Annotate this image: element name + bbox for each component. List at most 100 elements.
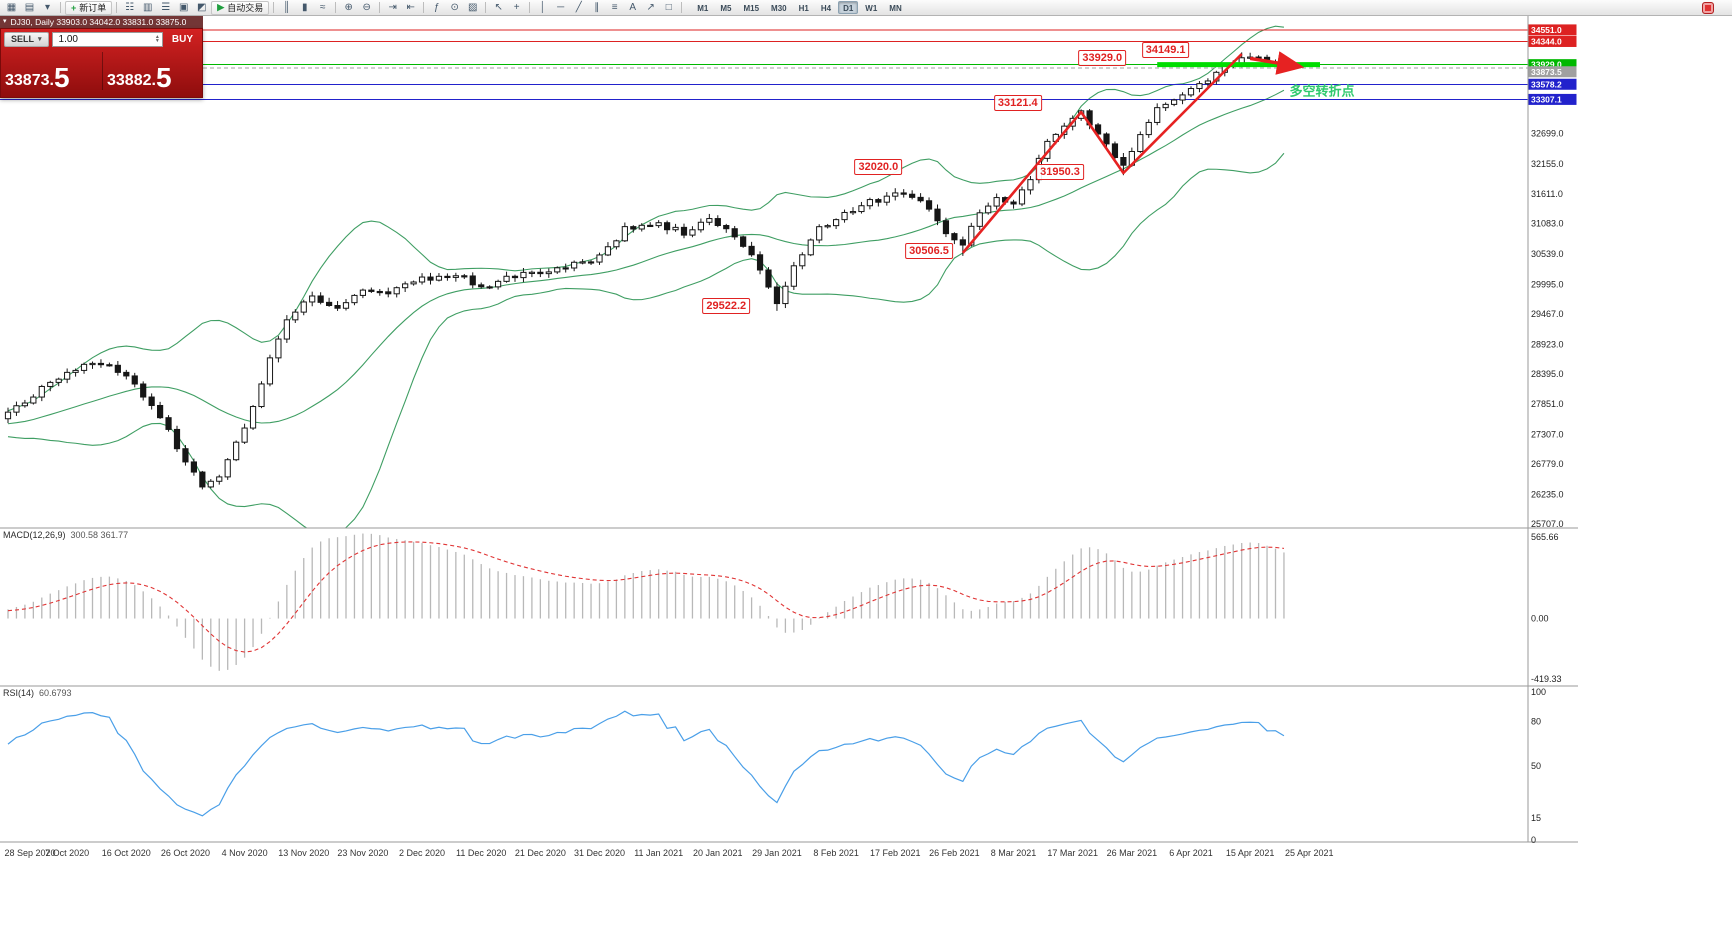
cursor-icon[interactable]: ↖: [494, 1, 503, 13]
rsi-label: RSI(14): [3, 688, 35, 698]
zoom-out-icon[interactable]: ⊖: [362, 1, 371, 13]
timeframe-D1[interactable]: D1: [838, 1, 859, 14]
price-annotation[interactable]: 34149.1: [1141, 41, 1190, 58]
timeframe-buttons: M1 M5 M15 M30 H1 H4 D1 W1 MN: [692, 1, 907, 14]
svg-text:565.66: 565.66: [1531, 532, 1559, 542]
price-axis[interactable]: 32699.0 32155.0 31611.0 31083.0 30539.0 29995…: [1528, 24, 1577, 529]
timeframe-M1[interactable]: M1: [697, 4, 709, 13]
toolbar-separator: [60, 2, 61, 13]
svg-text:33929.0: 33929.0: [1531, 60, 1562, 70]
buy-price: 33882.: [107, 72, 156, 89]
axis-price-marker: [1528, 24, 1577, 36]
chart-titlebar[interactable]: ▾ DJ30, Daily 33903.0 34042.0 33831.0 33…: [0, 16, 203, 28]
svg-text:15: 15: [1531, 813, 1541, 823]
svg-text:8 Mar 2021: 8 Mar 2021: [991, 848, 1037, 858]
chart-overlay: 33929.0 34149.1 33121.4 31950.3 32020.0 30506…: [0, 16, 1732, 940]
chart-shift-icon[interactable]: ⇤: [406, 1, 415, 13]
terminal-icon[interactable]: ▣: [179, 1, 189, 13]
rsi-values: 60.6793: [39, 688, 72, 698]
bollinger-bands: [7, 25, 1285, 528]
buy-price-button[interactable]: 33882. 5: [107, 62, 200, 93]
timeframe-W1[interactable]: W1: [865, 4, 878, 13]
toolbar-separator: [485, 2, 487, 13]
macd-label: MACD(12,26,9): [3, 530, 66, 540]
sell-price-button[interactable]: 33873. 5: [5, 64, 98, 92]
templates-icon[interactable]: ▨: [467, 1, 478, 13]
svg-text:16 Oct 2020: 16 Oct 2020: [102, 848, 151, 858]
timeframe-M30[interactable]: M30: [771, 4, 787, 13]
price-annotation[interactable]: 33121.4: [993, 95, 1042, 112]
autotrading-button-icon: ▶: [217, 2, 225, 12]
svg-text:30539.0: 30539.0: [1531, 249, 1564, 259]
line-chart-icon[interactable]: ≈: [319, 1, 326, 13]
sell-mode-chip[interactable]: SELL ▾: [4, 31, 49, 47]
price-annotation[interactable]: 33929.0: [1078, 49, 1127, 66]
strategy-tester-icon[interactable]: ◩: [197, 1, 207, 13]
periods-dropdown-icon[interactable]: ⊙: [450, 1, 459, 13]
candlestick-chart-icon[interactable]: ▮: [301, 1, 308, 13]
svg-text:34344.0: 34344.0: [1531, 36, 1562, 46]
horizontal-lines[interactable]: [0, 29, 1528, 100]
new-order-button[interactable]: + 新订单: [65, 0, 113, 15]
price-annotation[interactable]: 30506.5: [905, 243, 953, 260]
rsi-axis[interactable]: 100 80 50 15 0: [1531, 687, 1546, 845]
svg-text:13 Nov 2020: 13 Nov 2020: [278, 848, 329, 858]
horizontal-line-icon[interactable]: ─: [557, 1, 565, 13]
bar-chart-icon[interactable]: ║: [283, 1, 291, 13]
autotrading-button[interactable]: ▶ 自动交易: [211, 0, 270, 15]
timeframe-H1[interactable]: H1: [798, 4, 809, 13]
price-annotation[interactable]: 32020.0: [854, 158, 903, 175]
svg-text:50: 50: [1531, 761, 1541, 771]
trendline-icon[interactable]: ╱: [575, 1, 582, 13]
volume-spinner[interactable]: ▲ ▼: [154, 34, 160, 44]
volume-input[interactable]: 1.00 ▲ ▼: [51, 31, 163, 47]
svg-text:29467.0: 29467.0: [1531, 309, 1564, 319]
svg-text:32699.0: 32699.0: [1531, 128, 1564, 138]
axis-price-marker: [1528, 93, 1577, 105]
new-order-button-icon: +: [71, 2, 77, 13]
auto-scroll-icon[interactable]: ⇥: [388, 1, 397, 13]
new-order-button-label: 新订单: [79, 3, 107, 13]
chart-profiles-icon[interactable]: ▤: [24, 1, 35, 13]
macd-signal-line: [7, 541, 1285, 653]
timeframe-M5[interactable]: M5: [720, 4, 732, 13]
timeframe-MN[interactable]: MN: [889, 4, 902, 13]
text-label-icon[interactable]: A: [629, 1, 637, 13]
toolbar-separator: [423, 2, 425, 13]
price-annotation[interactable]: 31950.3: [1036, 163, 1084, 180]
navigator-icon[interactable]: ☰: [161, 1, 171, 13]
vertical-line-icon[interactable]: │: [539, 1, 546, 13]
svg-text:34551.0: 34551.0: [1531, 25, 1562, 35]
buy-price-pip: 5: [155, 62, 172, 93]
indicators-icon[interactable]: ƒ: [433, 1, 440, 13]
turning-point-label[interactable]: 多空转折点: [1289, 83, 1355, 99]
price-chart[interactable]: 32699.0 32155.0 31611.0 31083.0 30539.0 29995…: [0, 16, 1732, 940]
shapes-icon[interactable]: □: [665, 1, 672, 13]
svg-text:-419.33: -419.33: [1531, 674, 1562, 684]
rsi-line: [7, 710, 1285, 817]
timeframe-H4[interactable]: H4: [820, 4, 832, 13]
trend-arrows[interactable]: [961, 51, 1305, 254]
price-annotation[interactable]: 29522.2: [702, 297, 751, 314]
toolbar-separator: [273, 2, 275, 13]
equidistant-channel-icon[interactable]: ∥: [594, 1, 600, 13]
market-watch-icon[interactable]: ☷: [125, 1, 135, 13]
svg-text:4 Nov 2020: 4 Nov 2020: [222, 848, 268, 858]
chart-menu-icon[interactable]: ▾: [3, 18, 7, 25]
timeframe-M15[interactable]: M15: [743, 4, 760, 13]
profiles-dropdown-icon[interactable]: ▾: [44, 1, 51, 13]
svg-text:2 Dec 2020: 2 Dec 2020: [399, 848, 445, 858]
crosshair-icon[interactable]: +: [513, 1, 520, 13]
data-window-icon[interactable]: ▥: [143, 1, 153, 13]
macd-axis[interactable]: 565.66 0.00 -419.33: [1531, 532, 1562, 684]
svg-text:27307.0: 27307.0: [1531, 430, 1564, 440]
zoom-in-icon[interactable]: ⊕: [344, 1, 353, 13]
new-chart-icon[interactable]: ▦: [6, 1, 17, 13]
axis-price-marker: [1528, 59, 1577, 71]
fibonacci-icon[interactable]: ≡: [611, 1, 618, 13]
notification-icon[interactable]: [1702, 2, 1714, 14]
rsi-header: RSI(14) 60.6793: [3, 688, 72, 698]
toolbar-separator: [379, 2, 381, 13]
arrows-tool-icon[interactable]: ↗: [646, 1, 655, 13]
